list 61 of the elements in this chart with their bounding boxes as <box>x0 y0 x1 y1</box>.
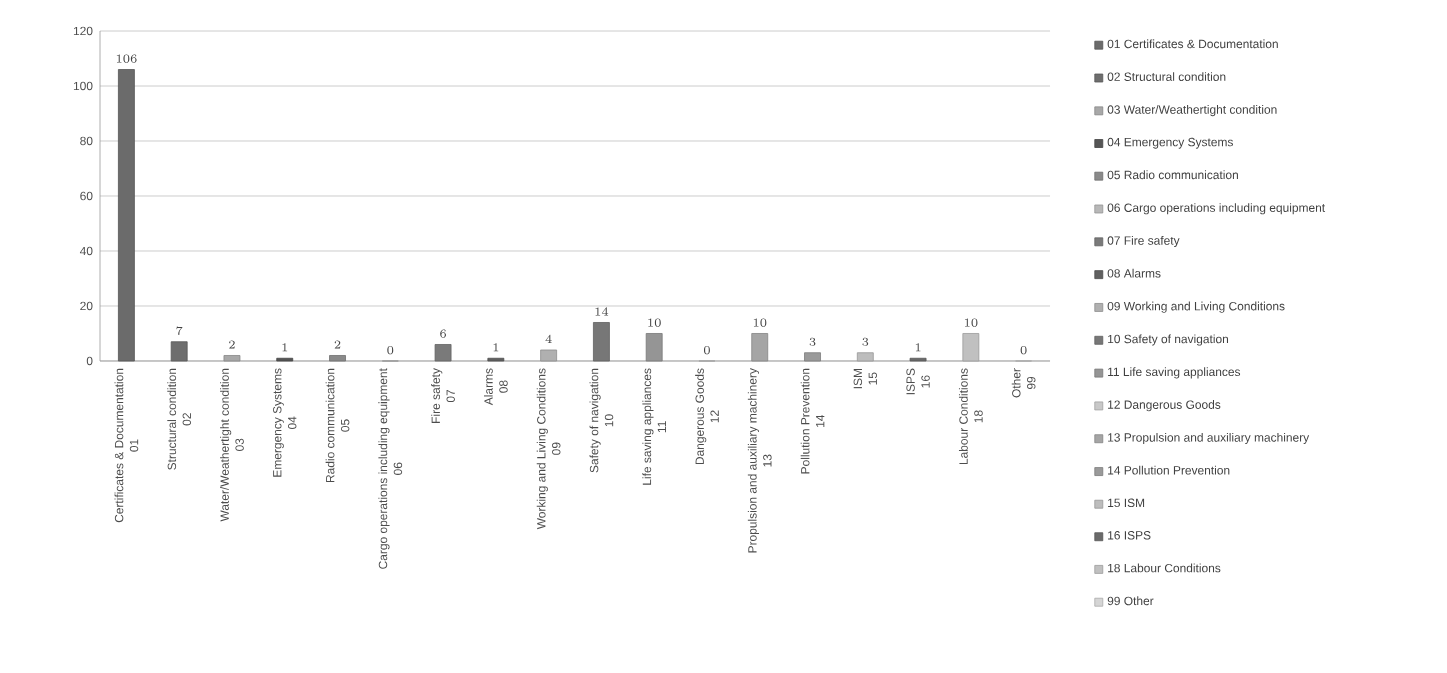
x-tick-label: Working and Living Conditions 09 <box>536 368 561 530</box>
x-tick-label: Propulsion and auxiliary machinery 13 <box>747 368 772 553</box>
data-label: 1 <box>493 343 499 352</box>
legend-label: 18 Labour Conditions <box>1108 563 1221 573</box>
x-tick-label: Other 99 <box>1011 368 1036 398</box>
x-tick-label: Safety of navigation 10 <box>589 368 614 473</box>
legend-label: 15 ISM <box>1108 498 1145 508</box>
data-label: 10 <box>753 318 767 327</box>
legend-label: 09 Working and Living Conditions <box>1107 301 1285 313</box>
legend-label: 05 Radio communication <box>1107 170 1238 180</box>
x-tick-label: Emergency Systems 04 <box>273 368 297 477</box>
legend-label: 16 ISPS <box>1108 531 1151 540</box>
y-tick-label: 120 <box>73 26 93 36</box>
data-label: 2 <box>334 340 341 349</box>
data-label: 10 <box>648 318 661 327</box>
legend-label: 13 Propulsion and auxiliary machinery <box>1108 432 1310 445</box>
data-label: 106 <box>116 54 137 63</box>
data-label: 0 <box>704 345 710 355</box>
data-label: 1 <box>282 343 288 352</box>
legend-label: 12 Dangerous Goods <box>1108 400 1221 412</box>
legend-label: 08 Alarms <box>1107 268 1161 278</box>
data-label: 14 <box>595 307 609 316</box>
data-label: 4 <box>545 334 552 343</box>
y-tick-label: 40 <box>79 246 93 256</box>
data-label: 0 <box>387 345 394 355</box>
y-tick-label: 80 <box>80 136 93 146</box>
data-label: 3 <box>862 337 869 346</box>
x-tick-label: Cargo operations including equipment 06 <box>378 368 403 569</box>
legend-label: 02 Structural condition <box>1107 72 1226 81</box>
x-tick-label: Certificates & Documentation 01 <box>114 368 139 523</box>
x-tick-label: Alarms 08 <box>483 368 508 406</box>
legend-label: 10 Safety of navigation <box>1108 334 1229 346</box>
legend-label: 07 Fire safety <box>1107 235 1180 248</box>
x-tick-label: ISPS 16 <box>906 368 930 395</box>
x-tick-label: Water/Weathertight condition 03 <box>220 368 244 522</box>
data-label: 3 <box>809 337 816 346</box>
legend-label: 99 Other <box>1107 596 1154 606</box>
x-tick-label: Fire safety 07 <box>431 368 455 423</box>
legend-label: 14 Pollution Prevention <box>1108 465 1230 475</box>
legend-label: 04 Emergency Systems <box>1107 137 1233 149</box>
legend-label: 01 Certificates & Documentation <box>1107 39 1278 49</box>
y-tick-label: 0 <box>86 356 93 366</box>
x-tick-label: ISM 15 <box>853 368 878 389</box>
x-tick-label: Dangerous Goods 12 <box>695 368 719 465</box>
data-label: 1 <box>915 343 921 352</box>
data-label: 6 <box>440 329 446 338</box>
legend-label: 06 Cargo operations including equipment <box>1107 203 1326 215</box>
y-tick-label: 20 <box>80 301 93 311</box>
data-label: 10 <box>964 318 978 327</box>
x-tick-label: Life saving appliances 11 <box>642 368 666 485</box>
legend-label: 03 Water/Weathertight condition <box>1107 104 1277 117</box>
data-label: 7 <box>176 326 183 335</box>
data-label: 2 <box>229 340 235 349</box>
x-tick-label: Radio communication 05 <box>325 368 350 483</box>
y-tick-label: 100 <box>73 81 93 91</box>
y-tick-label: 60 <box>80 191 93 201</box>
x-tick-label: Labour Conditions 18 <box>958 368 983 465</box>
x-tick-label: Pollution Prevention 14 <box>800 368 825 474</box>
legend-label: 11 Life saving appliances <box>1108 367 1241 379</box>
data-label: 0 <box>1020 345 1027 355</box>
x-tick-label: Structural condition 02 <box>167 368 192 470</box>
